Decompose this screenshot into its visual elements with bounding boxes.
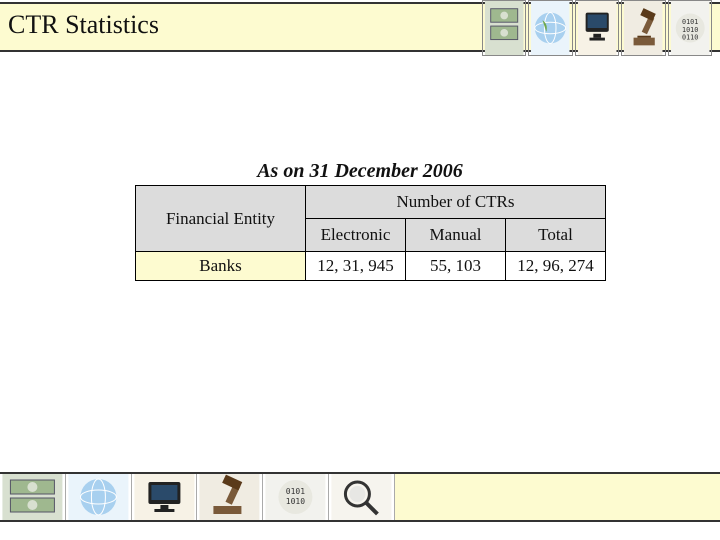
col-header-group: Number of CTRs <box>306 186 606 219</box>
globe-icon <box>528 0 572 56</box>
money-icon <box>482 0 526 56</box>
col-header-manual: Manual <box>406 219 506 252</box>
monitor-icon <box>575 0 619 56</box>
cell-electronic: 12, 31, 945 <box>306 252 406 281</box>
title-bar: CTR Statistics 010110100110 <box>0 0 720 58</box>
globe-icon <box>66 474 132 520</box>
binary-icon: 01011010 <box>263 474 329 520</box>
magnifier-icon <box>329 474 395 520</box>
binary-icon: 010110100110 <box>668 0 712 56</box>
footer-blank <box>395 474 720 520</box>
header-image-strip: 010110100110 <box>482 0 712 58</box>
table-row: Banks 12, 31, 945 55, 103 12, 96, 274 <box>136 252 606 281</box>
gavel-icon <box>197 474 263 520</box>
page-title: CTR Statistics <box>8 10 159 40</box>
footer-strip: 01011010 <box>0 472 720 522</box>
svg-text:0110: 0110 <box>682 34 698 42</box>
footer-image-strip: 01011010 <box>0 474 395 520</box>
gavel-icon <box>621 0 665 56</box>
col-header-electronic: Electronic <box>306 219 406 252</box>
cell-manual: 55, 103 <box>406 252 506 281</box>
col-header-total: Total <box>506 219 606 252</box>
svg-text:0101: 0101 <box>286 487 305 496</box>
col-header-entity: Financial Entity <box>136 186 306 252</box>
ctr-table: Financial Entity Number of CTRs Electron… <box>135 185 606 281</box>
cell-entity: Banks <box>136 252 306 281</box>
subtitle: As on 31 December 2006 <box>0 160 720 183</box>
cell-total: 12, 96, 274 <box>506 252 606 281</box>
monitor-icon <box>132 474 198 520</box>
money-icon <box>0 474 66 520</box>
svg-text:1010: 1010 <box>286 497 305 506</box>
